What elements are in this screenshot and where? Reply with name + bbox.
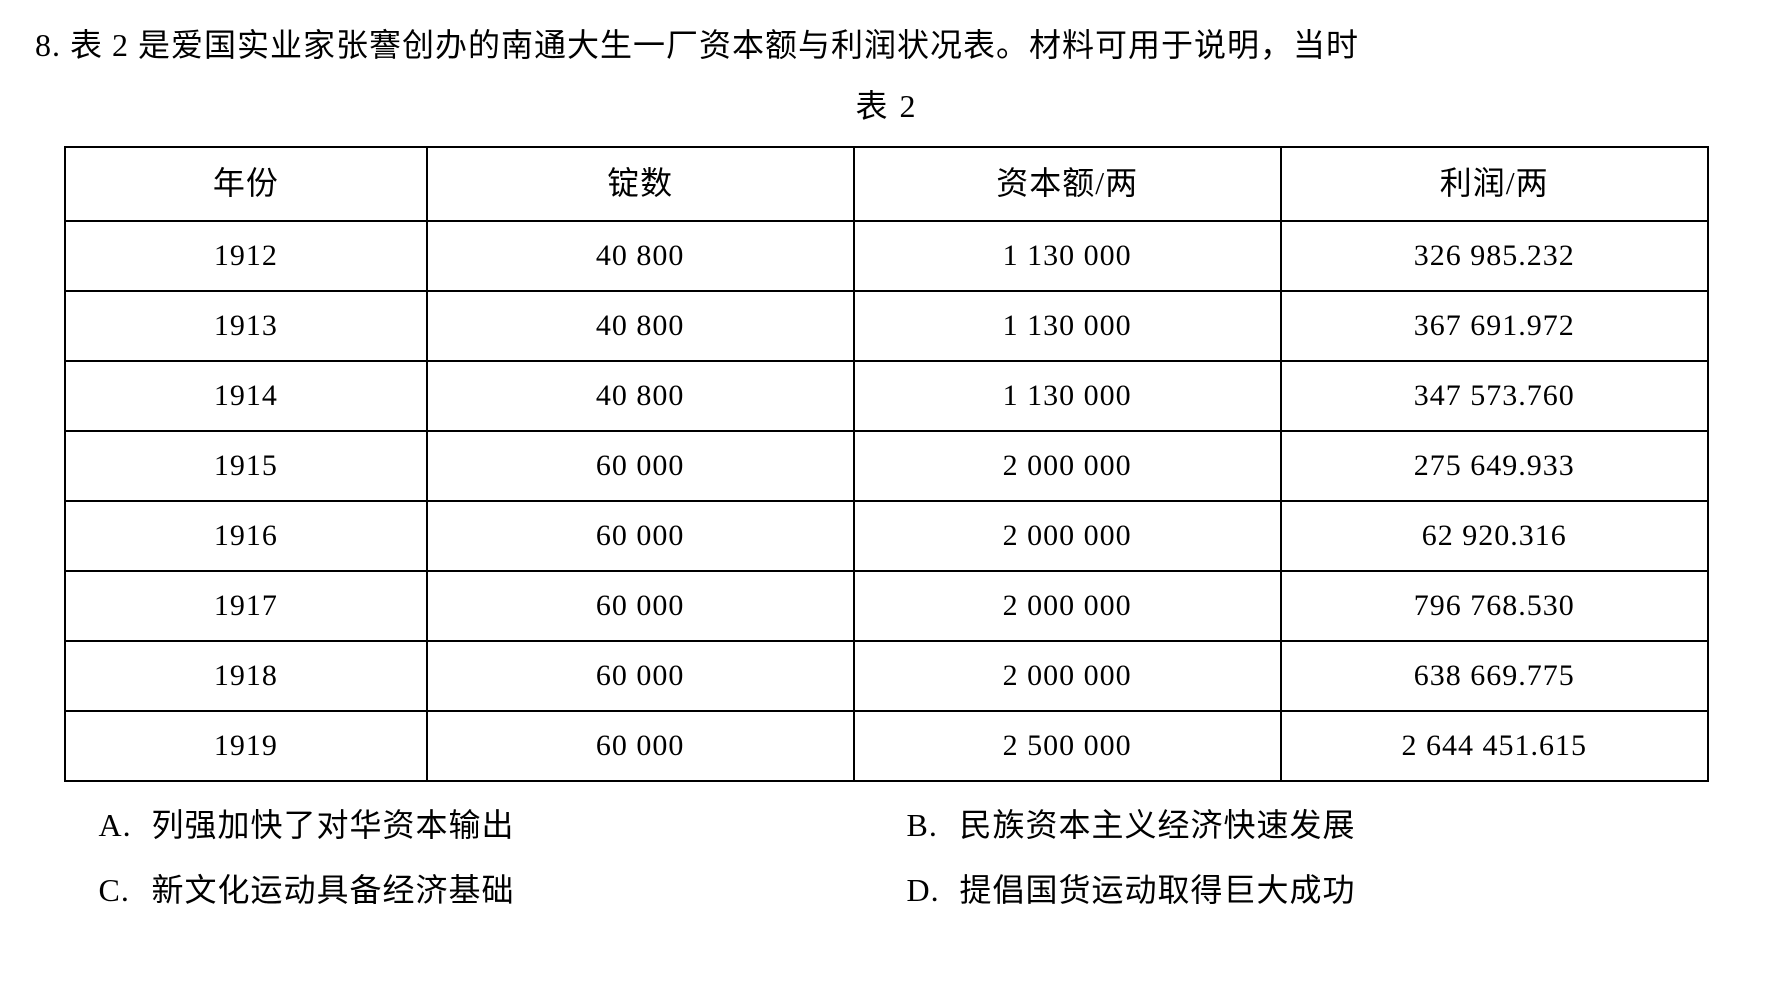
cell: 2 644 451.615 xyxy=(1281,711,1708,781)
option-a-text: 列强加快了对华资本输出 xyxy=(152,807,515,843)
th-capital: 资本额/两 xyxy=(854,147,1281,220)
cell: 2 000 000 xyxy=(854,431,1281,501)
cell: 1916 xyxy=(65,501,426,571)
cell: 347 573.760 xyxy=(1281,361,1708,431)
cell: 60 000 xyxy=(427,711,854,781)
cell: 2 000 000 xyxy=(854,641,1281,711)
option-c-letter: C. xyxy=(99,865,143,916)
question-stem: 8. 表 2 是爱国实业家张謇创办的南通大生一厂资本额与利润状况表。材料可用于说… xyxy=(30,20,1743,71)
option-d-text: 提倡国货运动取得巨大成功 xyxy=(959,872,1355,908)
cell: 1912 xyxy=(65,221,426,291)
table-row: 1918 60 000 2 000 000 638 669.775 xyxy=(65,641,1707,711)
option-a-letter: A. xyxy=(99,800,143,851)
option-d-letter: D. xyxy=(906,865,950,916)
option-c-text: 新文化运动具备经济基础 xyxy=(152,872,515,908)
cell: 2 500 000 xyxy=(854,711,1281,781)
table-row: 1915 60 000 2 000 000 275 649.933 xyxy=(65,431,1707,501)
cell: 638 669.775 xyxy=(1281,641,1708,711)
cell: 796 768.530 xyxy=(1281,571,1708,641)
cell: 60 000 xyxy=(427,641,854,711)
cell: 1917 xyxy=(65,571,426,641)
cell: 60 000 xyxy=(427,501,854,571)
table-row: 1917 60 000 2 000 000 796 768.530 xyxy=(65,571,1707,641)
cell: 326 985.232 xyxy=(1281,221,1708,291)
answer-options: A. 列强加快了对华资本输出 B. 民族资本主义经济快速发展 C. 新文化运动具… xyxy=(99,800,1675,916)
table-row: 1919 60 000 2 500 000 2 644 451.615 xyxy=(65,711,1707,781)
cell: 367 691.972 xyxy=(1281,291,1708,361)
cell: 2 000 000 xyxy=(854,571,1281,641)
table-row: 1914 40 800 1 130 000 347 573.760 xyxy=(65,361,1707,431)
option-b-text: 民族资本主义经济快速发展 xyxy=(959,807,1355,843)
option-a: A. 列强加快了对华资本输出 xyxy=(99,800,867,851)
th-profit: 利润/两 xyxy=(1281,147,1708,220)
table-header-row: 年份 锭数 资本额/两 利润/两 xyxy=(65,147,1707,220)
cell: 2 000 000 xyxy=(854,501,1281,571)
cell: 1914 xyxy=(65,361,426,431)
cell: 1 130 000 xyxy=(854,361,1281,431)
cell: 1918 xyxy=(65,641,426,711)
cell: 1 130 000 xyxy=(854,291,1281,361)
cell: 40 800 xyxy=(427,221,854,291)
data-table: 年份 锭数 资本额/两 利润/两 1912 40 800 1 130 000 3… xyxy=(64,146,1708,781)
cell: 1919 xyxy=(65,711,426,781)
cell: 60 000 xyxy=(427,431,854,501)
question-number: 8. xyxy=(35,27,61,63)
cell: 1 130 000 xyxy=(854,221,1281,291)
cell: 62 920.316 xyxy=(1281,501,1708,571)
cell: 40 800 xyxy=(427,361,854,431)
cell: 275 649.933 xyxy=(1281,431,1708,501)
cell: 1913 xyxy=(65,291,426,361)
cell: 60 000 xyxy=(427,571,854,641)
table-row: 1916 60 000 2 000 000 62 920.316 xyxy=(65,501,1707,571)
table-caption: 表 2 xyxy=(30,81,1743,132)
table-row: 1912 40 800 1 130 000 326 985.232 xyxy=(65,221,1707,291)
th-year: 年份 xyxy=(65,147,426,220)
option-d: D. 提倡国货运动取得巨大成功 xyxy=(906,865,1674,916)
cell: 1915 xyxy=(65,431,426,501)
table-body: 1912 40 800 1 130 000 326 985.232 1913 4… xyxy=(65,221,1707,781)
cell: 40 800 xyxy=(427,291,854,361)
question-text: 表 2 是爱国实业家张謇创办的南通大生一厂资本额与利润状况表。材料可用于说明，当… xyxy=(70,27,1359,63)
th-spindles: 锭数 xyxy=(427,147,854,220)
option-c: C. 新文化运动具备经济基础 xyxy=(99,865,867,916)
option-b-letter: B. xyxy=(906,800,950,851)
option-b: B. 民族资本主义经济快速发展 xyxy=(906,800,1674,851)
table-row: 1913 40 800 1 130 000 367 691.972 xyxy=(65,291,1707,361)
